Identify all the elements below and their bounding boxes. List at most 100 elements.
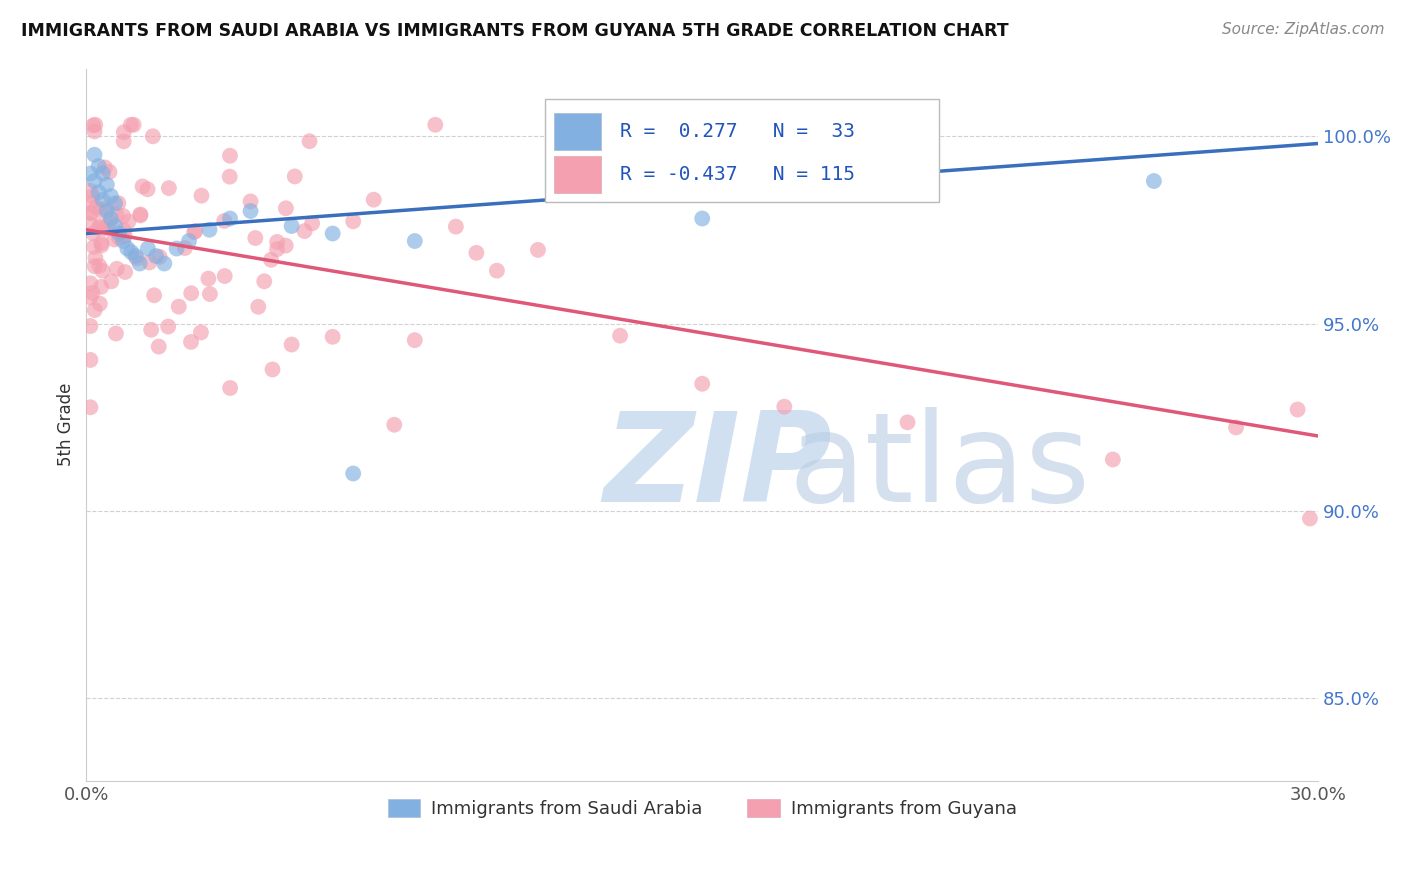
Point [1225, 420, 1247, 434]
Point [609, 328, 631, 343]
Point [105, 261, 128, 276]
Point [465, 245, 488, 260]
Point [90, 238, 112, 252]
Legend: Immigrants from Saudi Arabia, Immigrants from Guyana: Immigrants from Saudi Arabia, Immigrants… [381, 791, 1024, 825]
FancyBboxPatch shape [554, 156, 602, 194]
Point [342, 467, 364, 481]
Point [1286, 402, 1309, 417]
Point [84, 118, 107, 132]
Point [177, 234, 200, 248]
Point [112, 234, 135, 248]
Point [120, 245, 142, 260]
Point [322, 227, 344, 241]
Point [96, 204, 118, 219]
Point [79, 401, 101, 415]
Text: ZIP: ZIP [603, 407, 832, 528]
Text: IMMIGRANTS FROM SAUDI ARABIA VS IMMIGRANTS FROM GUYANA 5TH GRADE CORRELATION CHA: IMMIGRANTS FROM SAUDI ARABIA VS IMMIGRAN… [21, 22, 1008, 40]
Point [260, 252, 283, 267]
Point [180, 334, 202, 349]
Point [173, 241, 195, 255]
Point [425, 118, 447, 132]
Point [94, 202, 117, 216]
Point [125, 252, 148, 266]
Point [87, 186, 110, 200]
Text: R =  0.277   N =  33: R = 0.277 N = 33 [620, 122, 855, 142]
Point [79, 206, 101, 220]
Point [83, 124, 105, 138]
Point [153, 256, 176, 270]
Point [96, 178, 118, 192]
Point [107, 196, 129, 211]
Point [79, 353, 101, 368]
Point [87, 159, 110, 173]
Point [108, 227, 131, 241]
Text: Source: ZipAtlas.com: Source: ZipAtlas.com [1222, 22, 1385, 37]
Point [136, 242, 159, 256]
Point [444, 219, 467, 234]
Point [90, 236, 112, 251]
Point [104, 326, 127, 341]
Point [114, 228, 136, 243]
Point [342, 214, 364, 228]
Point [280, 219, 302, 233]
Point [190, 326, 212, 340]
Point [301, 216, 323, 230]
Point [1299, 511, 1322, 525]
Point [93, 221, 115, 235]
Point [198, 223, 221, 237]
Point [382, 417, 405, 432]
Point [239, 204, 262, 219]
Point [284, 169, 307, 184]
Point [79, 167, 101, 181]
Y-axis label: 5th Grade: 5th Grade [58, 383, 75, 467]
Point [103, 232, 125, 246]
Point [84, 251, 107, 265]
Point [274, 238, 297, 252]
Point [91, 167, 114, 181]
Point [262, 362, 284, 376]
Point [124, 249, 146, 263]
Point [363, 193, 385, 207]
Point [145, 249, 167, 263]
Point [89, 202, 111, 217]
Point [266, 242, 288, 256]
Point [90, 280, 112, 294]
Point [96, 219, 118, 234]
Point [190, 188, 212, 202]
Point [82, 189, 104, 203]
Point [148, 340, 170, 354]
Point [112, 125, 135, 139]
Point [98, 165, 121, 179]
Text: R = -0.437   N = 115: R = -0.437 N = 115 [620, 165, 855, 184]
Point [84, 200, 107, 214]
Point [89, 297, 111, 311]
Point [117, 214, 139, 228]
Point [82, 118, 104, 132]
Point [112, 134, 135, 148]
Point [219, 211, 242, 226]
Point [89, 219, 111, 233]
Point [79, 184, 101, 198]
FancyBboxPatch shape [544, 99, 939, 202]
Point [247, 300, 270, 314]
Point [83, 259, 105, 273]
Point [253, 274, 276, 288]
Point [773, 400, 796, 414]
FancyBboxPatch shape [554, 113, 602, 151]
Point [280, 337, 302, 351]
Point [112, 223, 135, 237]
Point [143, 288, 166, 302]
Point [117, 242, 139, 256]
Point [218, 169, 240, 184]
Point [83, 174, 105, 188]
Text: atlas: atlas [789, 407, 1091, 528]
Point [80, 206, 103, 220]
Point [157, 181, 180, 195]
Point [294, 224, 316, 238]
Point [79, 318, 101, 333]
Point [404, 333, 426, 347]
Point [239, 194, 262, 209]
Point [219, 381, 242, 395]
Point [527, 243, 550, 257]
Point [214, 268, 236, 283]
